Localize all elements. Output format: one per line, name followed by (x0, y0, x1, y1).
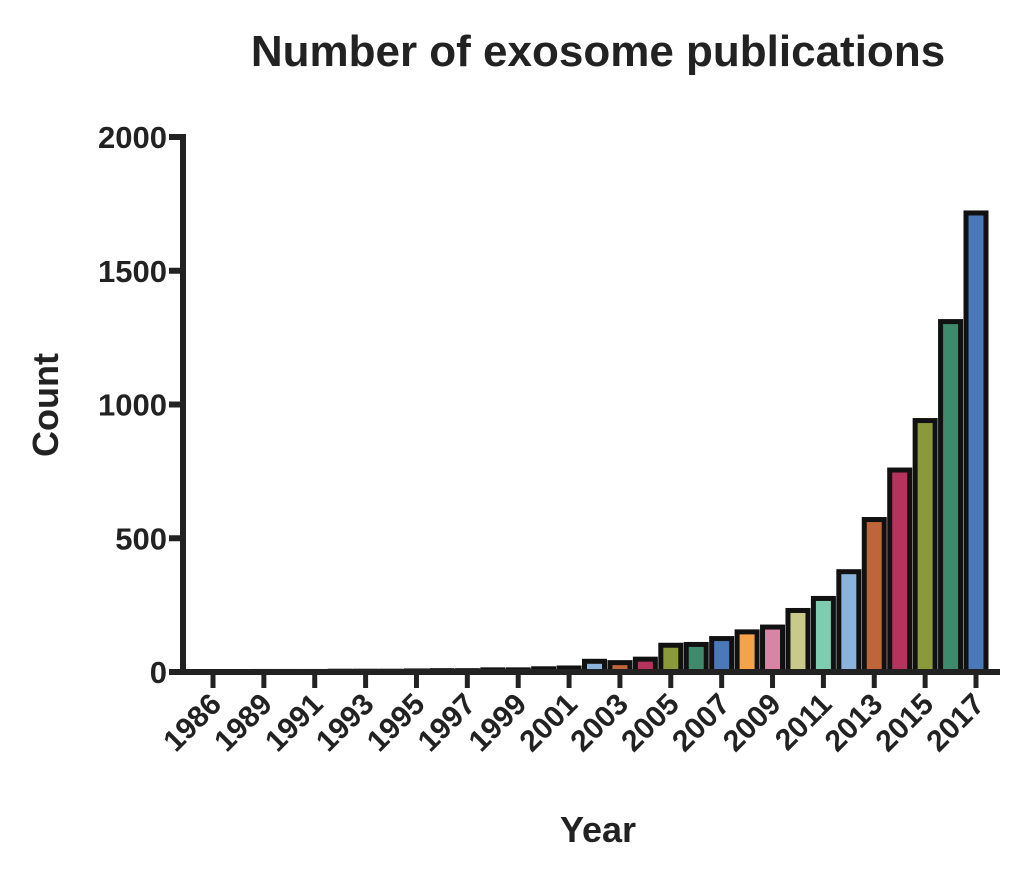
bar (912, 418, 938, 675)
x-tick-label: 2003 (564, 688, 635, 759)
bar (938, 319, 964, 675)
x-axis-title: Year (560, 809, 636, 850)
x-tick-label: 2015 (870, 688, 941, 759)
x-tick-label: 1991 (259, 688, 330, 759)
x-tick-label: 2013 (819, 688, 890, 759)
bar (785, 607, 811, 675)
y-tick-label: 500 (115, 521, 167, 556)
y-axis-title: Count (25, 353, 66, 457)
bar (836, 569, 862, 675)
bar (963, 210, 989, 675)
x-tick-label: 2001 (513, 688, 584, 759)
x-tick-label: 2011 (769, 688, 838, 757)
x-tick-label: 1995 (361, 688, 432, 759)
x-tick-label: 1986 (157, 688, 228, 759)
x-tick-label: 1997 (412, 688, 483, 759)
bar (810, 595, 836, 675)
x-tick-label: 1993 (310, 688, 381, 759)
bar (683, 641, 709, 675)
bar (734, 629, 760, 675)
bar (887, 467, 913, 675)
x-tick-label: 2005 (615, 688, 686, 759)
y-tick-label: 0 (150, 655, 167, 690)
x-tick-label: 2007 (666, 688, 737, 759)
y-tick-label: 2000 (98, 120, 167, 155)
x-tick-label: 2017 (920, 688, 991, 759)
bar (861, 517, 887, 675)
y-tick-label: 1000 (98, 388, 167, 423)
bar (658, 642, 684, 675)
x-tick-label: 2009 (717, 688, 788, 759)
bar (709, 636, 735, 675)
x-tick-label: 1999 (463, 688, 534, 759)
x-tick-label: 1989 (208, 688, 279, 759)
chart-title: Number of exosome publications (251, 27, 945, 76)
bar (760, 624, 786, 675)
y-tick-label: 1500 (98, 254, 167, 289)
